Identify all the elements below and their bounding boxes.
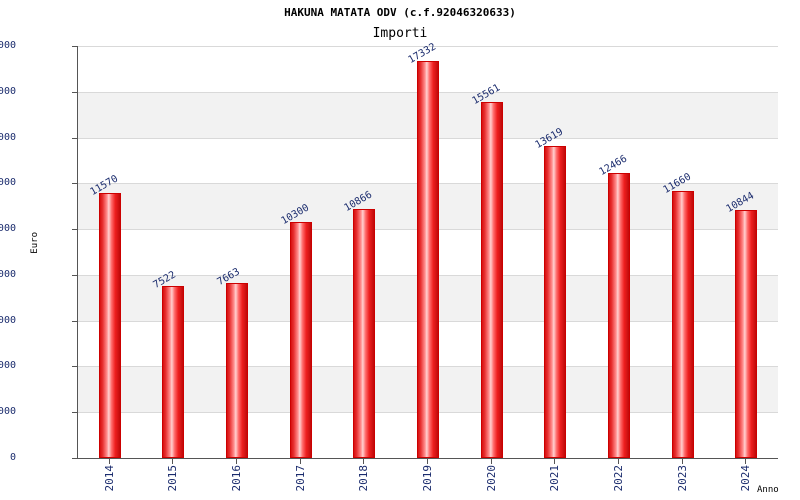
x-tick-mark — [300, 459, 301, 464]
x-tick-mark — [172, 459, 173, 464]
bar — [98, 193, 121, 458]
x-tick-mark — [363, 459, 364, 464]
x-tick-label: 2022 — [611, 465, 625, 492]
x-tick-mark — [682, 459, 683, 464]
bar — [607, 172, 630, 458]
x-tick-label: 2021 — [548, 465, 562, 492]
x-tick-mark — [236, 459, 237, 464]
y-tick-mark — [72, 183, 77, 184]
x-tick-mark — [554, 459, 555, 464]
bar — [417, 61, 439, 458]
y-tick-label: 16000 — [0, 85, 16, 97]
plot-area — [77, 46, 778, 459]
y-tick-mark — [72, 412, 77, 413]
y-tick-label: 12000 — [0, 177, 16, 189]
bar — [544, 146, 567, 458]
bar — [226, 282, 249, 458]
y-tick-mark — [72, 321, 77, 322]
gridline — [78, 46, 778, 47]
bar — [162, 285, 185, 458]
y-tick-mark — [72, 458, 77, 459]
y-tick-mark — [72, 46, 77, 47]
x-tick-label: 2017 — [293, 465, 307, 492]
y-tick-mark — [72, 229, 77, 230]
chart-title: HAKUNA MATATA ODV (c.f.92046320633) — [284, 6, 516, 19]
bar — [353, 209, 376, 458]
x-tick-label: 2016 — [230, 465, 244, 492]
y-tick-mark — [72, 92, 77, 93]
y-tick-label: 18000 — [0, 40, 16, 51]
x-tick-mark — [427, 459, 428, 464]
y-tick-label: 10000 — [0, 223, 16, 235]
x-tick-mark — [618, 459, 619, 464]
x-tick-label: 2020 — [484, 465, 498, 492]
y-tick-label: 6000 — [0, 314, 16, 326]
y-tick-label: 0 — [9, 452, 16, 463]
x-tick-label: 2014 — [102, 465, 116, 492]
x-tick-label: 2024 — [739, 465, 753, 492]
x-tick-label: 2019 — [421, 465, 434, 492]
x-axis-label: Anno — [757, 485, 779, 495]
x-tick-label: 2015 — [166, 465, 180, 492]
y-tick-mark — [72, 275, 77, 276]
chart-subtitle: Importi — [372, 26, 428, 41]
x-tick-label: 2023 — [675, 465, 689, 492]
y-tick-label: 14000 — [0, 131, 16, 143]
bar — [289, 222, 312, 458]
x-tick-mark — [491, 459, 492, 464]
x-tick-mark — [745, 459, 746, 464]
x-tick-label: 2018 — [357, 465, 371, 492]
y-tick-label: 8000 — [0, 268, 16, 280]
y-tick-mark — [72, 138, 77, 139]
y-tick-label: 4000 — [0, 360, 16, 372]
x-tick-mark — [109, 459, 110, 464]
bar — [671, 191, 694, 458]
bar — [480, 101, 503, 458]
y-axis-label: Euro — [30, 232, 40, 254]
y-tick-label: 2000 — [0, 406, 16, 418]
y-tick-mark — [72, 366, 77, 367]
bar — [735, 209, 758, 458]
